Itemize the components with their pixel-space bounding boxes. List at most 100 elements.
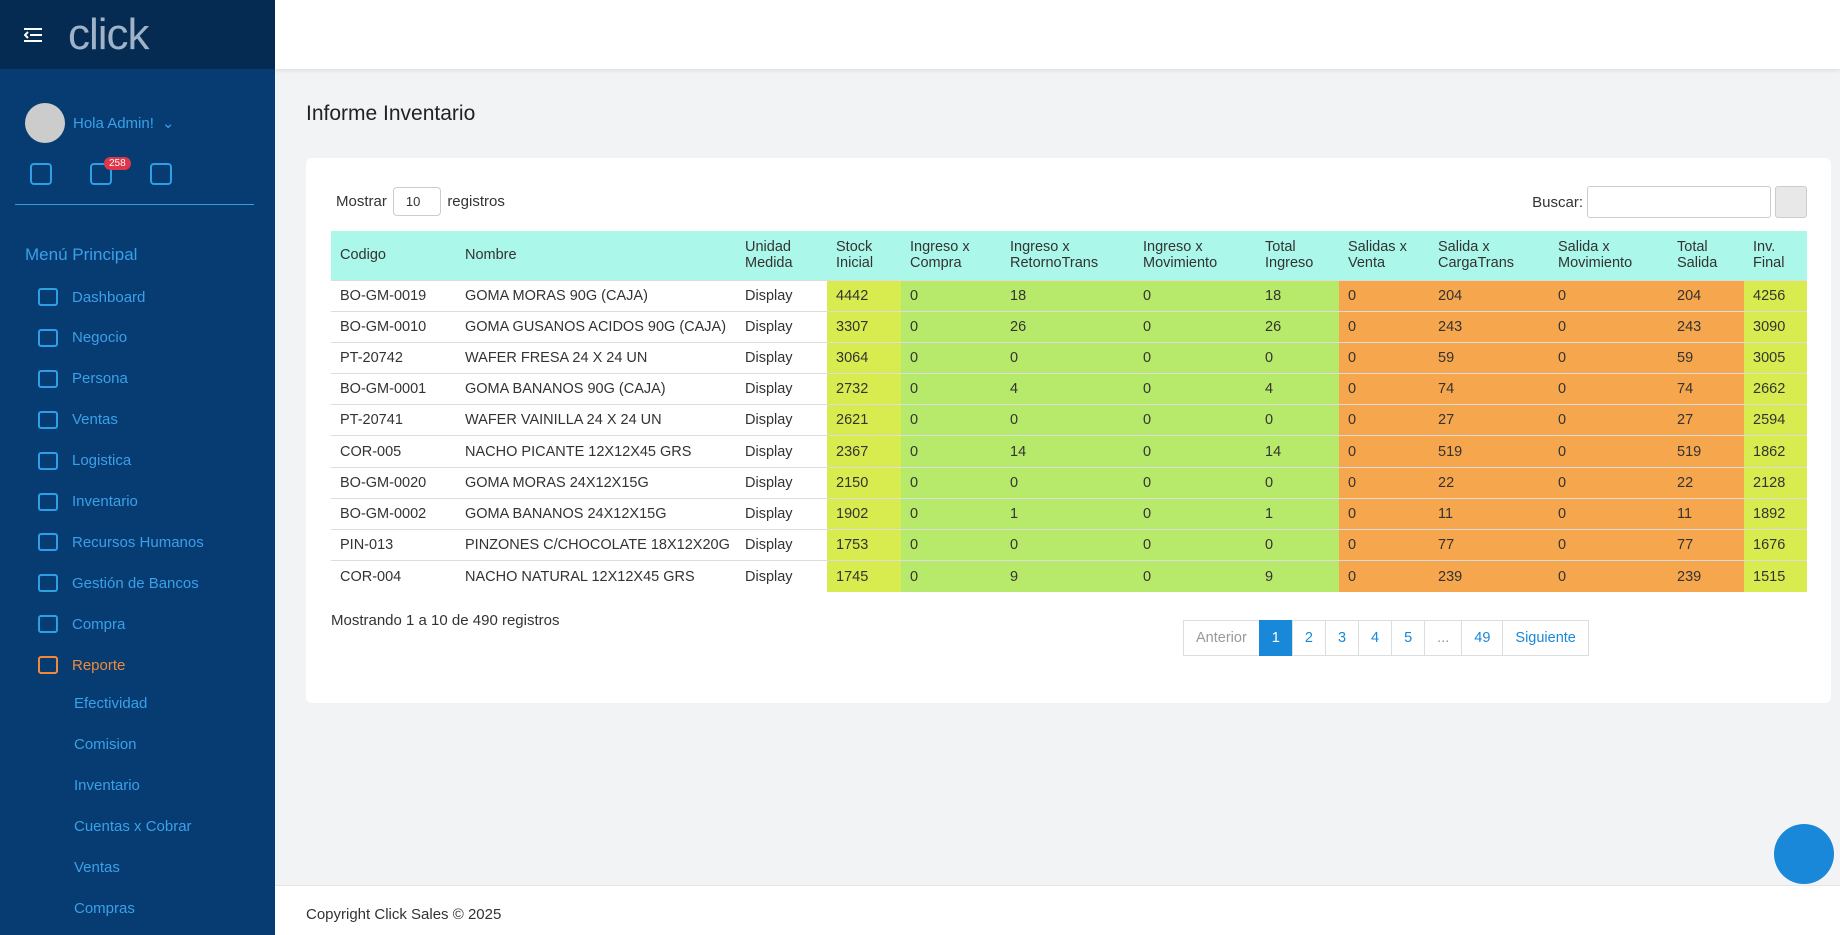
- menu-item[interactable]: Ventas: [20, 411, 118, 429]
- menu-item[interactable]: Recursos Humanos: [20, 533, 204, 551]
- menu-label: Dashboard: [72, 289, 145, 306]
- page-button[interactable]: 5: [1391, 620, 1425, 656]
- table-cell: 59: [1429, 342, 1549, 373]
- menu-icon: [38, 288, 58, 306]
- menu-item[interactable]: Gestión de Bancos: [20, 574, 199, 592]
- table-cell: 0: [1339, 311, 1429, 342]
- menu-item[interactable]: Negocio: [20, 329, 127, 347]
- column-header[interactable]: Codigo: [331, 231, 456, 280]
- table-cell: 0: [1339, 561, 1429, 592]
- table-cell: 4: [1256, 374, 1339, 405]
- table-cell: 0: [901, 374, 1001, 405]
- table-cell: 11: [1668, 498, 1744, 529]
- menu-toggle[interactable]: [24, 28, 42, 42]
- logo: click: [68, 10, 149, 60]
- page-button[interactable]: ...: [1424, 620, 1462, 656]
- table-row: BO-GM-0019GOMA MORAS 90G (CAJA)Display44…: [331, 280, 1807, 311]
- submenu-item[interactable]: Compras: [74, 900, 135, 917]
- menu-icon: [38, 615, 58, 633]
- menu-label: Reporte: [72, 657, 125, 674]
- column-header[interactable]: Ingreso x Movimiento: [1134, 231, 1256, 280]
- submenu-item[interactable]: Inventario: [74, 777, 140, 794]
- table-cell: 0: [1134, 280, 1256, 311]
- notification-icon[interactable]: 258: [90, 163, 112, 185]
- table-row: COR-004NACHO NATURAL 12X12X45 GRSDisplay…: [331, 561, 1807, 592]
- table-row: PT-20741WAFER VAINILLA 24 X 24 UNDisplay…: [331, 405, 1807, 436]
- column-header[interactable]: Ingreso x Compra: [901, 231, 1001, 280]
- menu-title: Menú Principal: [25, 245, 137, 265]
- table-cell: 2594: [1744, 405, 1807, 436]
- table-cell: 3064: [827, 342, 901, 373]
- table-cell: 4: [1001, 374, 1134, 405]
- menu-item[interactable]: Dashboard: [20, 288, 145, 306]
- page-button[interactable]: 49: [1461, 620, 1503, 656]
- table-cell: 26: [1001, 311, 1134, 342]
- menu-item[interactable]: Reporte: [20, 656, 125, 674]
- search-label: Buscar:: [1532, 194, 1583, 211]
- menu-item[interactable]: Compra: [20, 615, 125, 633]
- table-cell: 18: [1256, 280, 1339, 311]
- message-icon[interactable]: [150, 163, 172, 185]
- submenu-item[interactable]: Ventas: [74, 859, 120, 876]
- filter-button[interactable]: [1774, 824, 1834, 884]
- table-cell: Display: [736, 530, 827, 561]
- table-row: BO-GM-0002GOMA BANANOS 24X12X15GDisplay1…: [331, 498, 1807, 529]
- table-cell: 519: [1668, 436, 1744, 467]
- page-button[interactable]: 1: [1259, 620, 1293, 656]
- menu-icon: [38, 493, 58, 511]
- options-button[interactable]: [1775, 186, 1807, 218]
- table-cell: 3307: [827, 311, 901, 342]
- column-header[interactable]: Salidas x Venta: [1339, 231, 1429, 280]
- table-cell: 0: [1134, 467, 1256, 498]
- sidebar: click Hola Admin!⌄ 258 Menú Principal Da…: [0, 0, 275, 935]
- menu-item[interactable]: Logistica: [20, 452, 131, 470]
- search-input[interactable]: [1587, 186, 1771, 218]
- card: Mostrar10registros Buscar: CodigoNombreU…: [306, 158, 1831, 703]
- page-button[interactable]: 2: [1292, 620, 1326, 656]
- column-header[interactable]: Unidad Medida: [736, 231, 827, 280]
- submenu-item[interactable]: Efectividad: [74, 695, 147, 712]
- column-header[interactable]: Total Ingreso: [1256, 231, 1339, 280]
- column-header[interactable]: Nombre: [456, 231, 736, 280]
- page-button[interactable]: 3: [1325, 620, 1359, 656]
- header-row: CodigoNombreUnidad MedidaStock InicialIn…: [331, 231, 1807, 280]
- menu-item[interactable]: Persona: [20, 370, 128, 388]
- page-button[interactable]: 4: [1358, 620, 1392, 656]
- table-cell: WAFER VAINILLA 24 X 24 UN: [456, 405, 736, 436]
- table-cell: COR-004: [331, 561, 456, 592]
- table-cell: 1892: [1744, 498, 1807, 529]
- submenu-item[interactable]: Comision: [74, 736, 137, 753]
- calendar-icon[interactable]: [30, 163, 52, 185]
- table-cell: Display: [736, 342, 827, 373]
- table-cell: 239: [1429, 561, 1549, 592]
- table-cell: 2128: [1744, 467, 1807, 498]
- menu-icon: [38, 574, 58, 592]
- table-cell: 1753: [827, 530, 901, 561]
- table-cell: 1902: [827, 498, 901, 529]
- table-cell: 0: [1256, 530, 1339, 561]
- column-header[interactable]: Total Salida: [1668, 231, 1744, 280]
- menu-item[interactable]: Inventario: [20, 493, 138, 511]
- user-menu[interactable]: Hola Admin!⌄: [25, 103, 174, 143]
- table-cell: 0: [1549, 405, 1668, 436]
- column-header[interactable]: Inv. Final: [1744, 231, 1807, 280]
- table-row: PIN-013PINZONES C/CHOCOLATE 18X12X20GDis…: [331, 530, 1807, 561]
- table-cell: 0: [1001, 530, 1134, 561]
- table-cell: 77: [1668, 530, 1744, 561]
- table-cell: Display: [736, 374, 827, 405]
- column-header[interactable]: Salida x Movimiento: [1549, 231, 1668, 280]
- table-cell: 18: [1001, 280, 1134, 311]
- column-header[interactable]: Stock Inicial: [827, 231, 901, 280]
- page-button[interactable]: Anterior: [1183, 620, 1260, 656]
- menu-icon: [38, 411, 58, 429]
- column-header[interactable]: Ingreso x RetornoTrans: [1001, 231, 1134, 280]
- page-button[interactable]: Siguiente: [1502, 620, 1588, 656]
- column-header[interactable]: Salida x CargaTrans: [1429, 231, 1549, 280]
- page-size[interactable]: 10: [393, 187, 441, 216]
- submenu-item[interactable]: Cuentas x Cobrar: [74, 818, 192, 835]
- table-cell: COR-005: [331, 436, 456, 467]
- sidebar-header: click: [0, 0, 275, 69]
- length-control: Mostrar10registros: [336, 187, 505, 216]
- table-row: PT-20742WAFER FRESA 24 X 24 UNDisplay306…: [331, 342, 1807, 373]
- menu-label: Negocio: [72, 329, 127, 346]
